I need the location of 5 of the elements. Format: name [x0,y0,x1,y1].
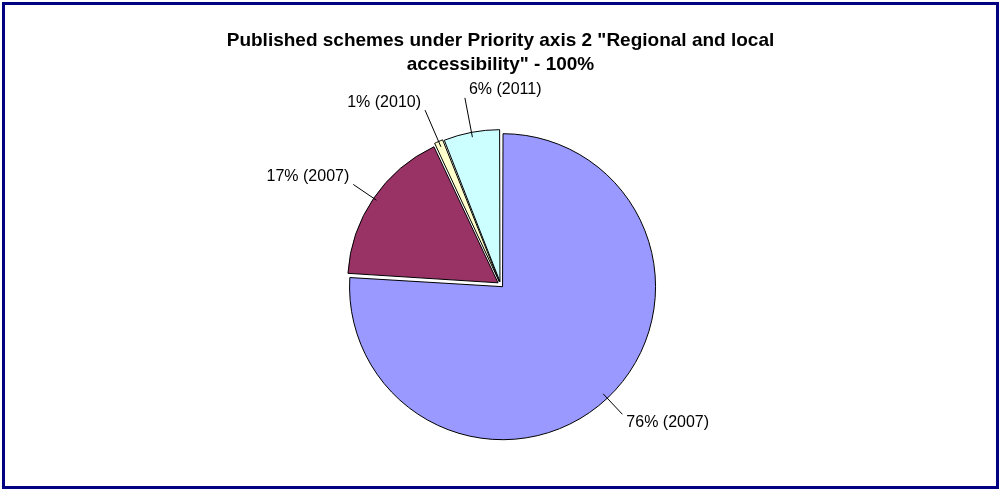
chart-title: Published schemes under Priority axis 2 "Regional and local accessibility" - 100% [225,28,776,76]
slice-label: 17% (2007) [266,166,350,184]
slice-label: 6% (2011) [468,80,542,98]
slice-label: 1% (2010) [347,92,422,110]
slice-label: 76% (2007) [626,412,710,430]
